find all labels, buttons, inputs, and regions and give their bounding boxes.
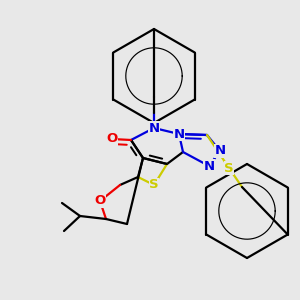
Text: N: N: [214, 145, 226, 158]
Text: O: O: [94, 194, 106, 208]
Text: N: N: [148, 122, 160, 134]
Text: N: N: [173, 128, 184, 140]
Text: O: O: [106, 133, 118, 146]
Text: N: N: [203, 160, 214, 172]
Text: S: S: [224, 161, 234, 175]
Text: S: S: [149, 178, 159, 191]
